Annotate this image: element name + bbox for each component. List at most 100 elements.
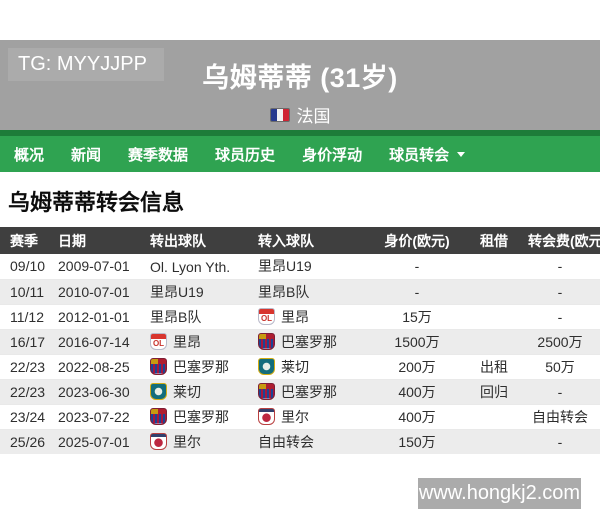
loan-cell: [468, 428, 520, 454]
season-cell: 22/23: [0, 353, 50, 379]
to-team-cell: 里昂U19: [250, 254, 366, 279]
column-header: 赛季: [0, 227, 50, 254]
to-team-name: 莱切: [281, 358, 309, 375]
from-team-cell: 莱切: [142, 378, 250, 404]
loan-cell: 回归: [468, 378, 520, 404]
to-team-badge-icon: [258, 333, 275, 350]
nav-item[interactable]: 球员历史: [215, 144, 275, 165]
column-header: 转会费(欧元): [520, 227, 600, 254]
fee-cell: -: [557, 258, 563, 275]
market-value-cell: -: [366, 278, 468, 304]
market-value-cell: 200万: [366, 353, 468, 379]
from-team-badge-icon: [150, 408, 167, 425]
date-cell: 2022-08-25: [50, 353, 142, 379]
table-row: 09/10 2009-07-01 Ol. Lyon Yth. 里昂U19 - -: [0, 254, 600, 279]
market-value-cell: 15万: [366, 303, 468, 329]
from-team-name: 里昂: [173, 333, 201, 350]
from-team-name: 里尔: [173, 433, 201, 450]
nav-item[interactable]: 概况: [14, 144, 44, 165]
from-team-cell: 里昂: [142, 328, 250, 354]
telegram-watermark: TG: MYYJJPP: [8, 48, 164, 81]
to-team-badge-icon: [258, 358, 275, 375]
date-cell: 2016-07-14: [50, 328, 142, 354]
date-cell: 2023-07-22: [50, 403, 142, 429]
to-team-name: 自由转会: [258, 433, 314, 450]
nav-bar: 概况 新闻 赛季数据 球员历史 身价浮动 球员转会: [0, 136, 600, 172]
nav-item[interactable]: 球员转会: [389, 144, 466, 165]
from-team-name: 巴塞罗那: [173, 358, 229, 375]
nationality-label: 法国: [296, 107, 331, 126]
season-cell: 23/24: [0, 403, 50, 429]
nav-item-label: 球员历史: [215, 146, 276, 164]
from-team-cell: 里昂U19: [142, 278, 250, 304]
chevron-down-icon: [457, 152, 466, 161]
fee-cell: -: [520, 378, 600, 404]
table-row: 22/23 2022-08-25 巴塞罗那 莱切 200万 出租 50万: [0, 353, 600, 379]
to-team-cell: 里昂: [250, 303, 366, 329]
fee-cell: -: [520, 303, 600, 329]
from-team-name: 巴塞罗那: [173, 408, 229, 425]
from-team-name: 里昂U19: [150, 283, 204, 300]
player-name-age: 乌姆蒂蒂 (31岁): [202, 63, 398, 93]
from-team-cell: 巴塞罗那: [142, 403, 250, 429]
season-cell: 11/12: [0, 303, 50, 329]
market-value-cell: 1500万: [366, 328, 468, 354]
fee-cell: 50万: [520, 353, 600, 379]
from-team-badge-icon: [150, 333, 167, 350]
loan-cell: [468, 403, 520, 429]
loan-cell: [468, 278, 520, 304]
player-nationality: 法国: [0, 102, 600, 127]
site-watermark: www.hongkj2.com: [418, 478, 581, 509]
season-cell: 25/26: [0, 428, 50, 454]
nav-item-label: 新闻: [71, 146, 102, 164]
to-team-cell: 里尔: [250, 403, 366, 429]
table-header-row: 赛季 日期 转出球队 转入球队 身价(欧元) 租借 转会费(欧元): [0, 227, 600, 254]
from-team-name: 莱切: [173, 383, 201, 400]
fee-cell: 2500万: [520, 328, 600, 354]
to-team-cell: 莱切: [250, 353, 366, 379]
from-team-cell: 里昂B队: [142, 303, 250, 329]
to-team-badge-icon: [258, 408, 275, 425]
column-header: 日期: [50, 227, 142, 254]
from-team-badge-icon: [150, 433, 167, 451]
loan-cell: [468, 328, 520, 354]
date-cell: 2012-01-01: [50, 303, 142, 329]
from-team-name: 里昂B队: [150, 308, 202, 325]
from-team-cell: 巴塞罗那: [142, 353, 250, 379]
to-team-cell: 自由转会: [250, 428, 366, 454]
fee-cell: -: [520, 278, 600, 304]
to-team-cell: 里昂B队: [250, 278, 366, 304]
from-team-cell: 里尔: [142, 428, 250, 454]
date-cell: 2010-07-01: [50, 278, 142, 304]
season-cell: 22/23: [0, 378, 50, 404]
to-team-name: 里昂U19: [258, 258, 312, 275]
from-team-badge-icon: [150, 358, 167, 375]
fee-cell: 自由转会: [520, 403, 600, 429]
column-header: 租借: [468, 227, 520, 254]
from-team-badge-icon: [150, 383, 167, 400]
market-value-cell: -: [414, 258, 420, 275]
nav-item[interactable]: 身价浮动: [302, 144, 362, 165]
market-value-cell: 400万: [366, 378, 468, 404]
nav-top-strip: [0, 130, 600, 136]
nav-item-label: 身价浮动: [302, 146, 363, 164]
to-team-name: 里昂: [281, 308, 309, 325]
nav-item-label: 赛季数据: [128, 146, 189, 164]
season-cell: 09/10: [10, 258, 46, 275]
from-team-name: Ol. Lyon Yth.: [150, 258, 231, 275]
to-team-name: 巴塞罗那: [281, 333, 337, 350]
to-team-badge-icon: [258, 308, 275, 325]
market-value-cell: 400万: [366, 403, 468, 429]
page-title: 乌姆蒂蒂转会信息: [8, 190, 185, 215]
nav-item[interactable]: 赛季数据: [128, 144, 188, 165]
loan-cell: 出租: [468, 353, 520, 379]
table-row: 11/12 2012-01-01 里昂B队 里昂 15万 -: [0, 303, 600, 329]
season-cell: 10/11: [0, 278, 50, 304]
table-row: 22/23 2023-06-30 莱切 巴塞罗那 400万 回归 -: [0, 378, 600, 404]
loan-cell: [468, 303, 520, 329]
to-team-name: 巴塞罗那: [281, 383, 337, 400]
to-team-badge-icon: [258, 383, 275, 400]
table-row: 25/26 2025-07-01 里尔 自由转会 150万 -: [0, 428, 600, 454]
table-row: 16/17 2016-07-14 里昂 巴塞罗那 1500万 2500万: [0, 328, 600, 354]
nav-item[interactable]: 新闻: [71, 144, 101, 165]
